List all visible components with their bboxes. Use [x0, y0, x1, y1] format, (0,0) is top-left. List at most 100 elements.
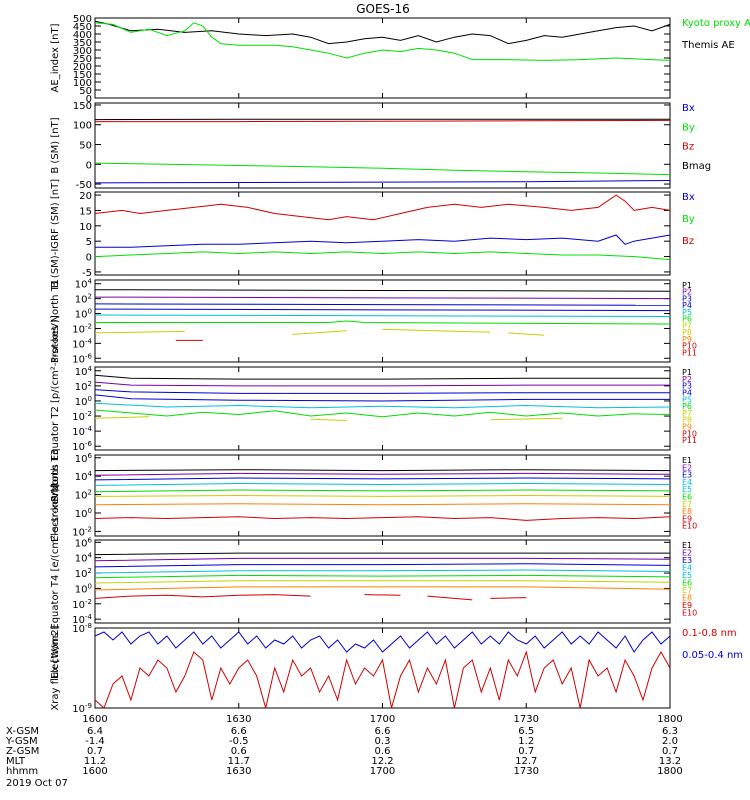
time-tick-label: 1800	[657, 714, 682, 725]
x-row-value: -0.5	[229, 736, 249, 747]
panel-2: -50 0 50 100 150 B (SM) [nT] Bx By Bz Bmag	[50, 101, 711, 191]
series-line	[94, 20, 671, 45]
series-line	[94, 631, 671, 653]
y-tick-label: 0	[86, 253, 92, 264]
series-line	[364, 594, 401, 596]
panel-frame	[94, 279, 671, 363]
y-tick-label: 104	[75, 278, 93, 291]
series-line	[94, 314, 671, 317]
series-line	[490, 417, 563, 421]
y-tick-label: 150	[73, 70, 92, 81]
y-tick-label: 200	[73, 62, 92, 73]
series-line	[94, 296, 671, 300]
y-tick-label: 100	[75, 582, 92, 595]
y-tick-label: 20	[79, 191, 92, 202]
series-line	[94, 557, 671, 562]
x-row-value: 2.0	[662, 736, 678, 747]
legend-entry: P5	[682, 395, 692, 404]
legend-entry: P1	[682, 368, 692, 377]
y-tick-label: 10	[79, 222, 92, 233]
legend-entry: 0.05-0.4 nm	[682, 650, 743, 661]
y-tick-label: 400	[73, 30, 92, 41]
series-line	[94, 482, 671, 486]
panel-6: 106 104 102 100 10-2 Electrons North T3 E1E2E3…	[50, 449, 697, 542]
y-tick-label: 0	[86, 94, 92, 105]
legend-entry: E5	[682, 571, 692, 580]
y-tick-label: 5	[86, 237, 92, 248]
panel-frame	[94, 102, 671, 189]
x-row-value: -1.4	[85, 736, 105, 747]
series-line	[94, 22, 671, 61]
legend-entry: P10	[682, 342, 697, 351]
y-tick-label: 100	[73, 121, 92, 132]
y-tick-label: 102	[75, 380, 92, 393]
legend-entry: Bz	[682, 236, 694, 247]
series-line	[94, 503, 671, 506]
x-row-value: 0.7	[518, 746, 534, 757]
y-tick-label: 102	[75, 567, 92, 580]
series-line	[94, 469, 671, 472]
date-label: 2019 Oct 07	[6, 778, 68, 789]
legend-entry: P4	[682, 301, 692, 310]
series-line	[94, 477, 671, 481]
series-line	[94, 394, 670, 402]
series-line	[94, 381, 670, 387]
legend-entry: E9	[682, 514, 692, 523]
legend-entry: P10	[682, 429, 697, 438]
series-line	[94, 489, 671, 493]
legend-entry: P2	[682, 288, 692, 297]
y-tick-label: 10-4	[72, 337, 92, 350]
y-tick-label: 100	[75, 507, 92, 520]
y-tick-label: 10-9	[72, 702, 92, 715]
x-row-value: 0.7	[662, 746, 678, 757]
y-axis-label: AE_index [nT]	[50, 23, 61, 92]
legend-entry: E9	[682, 601, 692, 610]
y-tick-label: 10-6	[72, 352, 92, 365]
series-line	[310, 418, 347, 422]
y-tick-label: 104	[75, 470, 93, 483]
series-line	[94, 251, 671, 261]
legend-entry: Bx	[682, 192, 695, 203]
series-line	[94, 516, 671, 521]
legend-entry: E1	[682, 541, 692, 550]
panel-frame	[94, 627, 671, 709]
legend-entry: P3	[682, 294, 692, 303]
y-tick-label: 100	[73, 78, 92, 89]
y-tick-label: 15	[79, 206, 92, 217]
panel-7: 106 104 102 100 10-2 10-4 Electrons Equator T4…	[50, 484, 697, 679]
series-line	[427, 595, 473, 601]
y-tick-label: 106	[75, 452, 93, 465]
series-line	[94, 594, 311, 599]
y-axis-label: Xray flux [W/m2]	[50, 625, 61, 710]
legend-entry: By	[682, 122, 695, 133]
y-tick-label: 10-6	[72, 440, 92, 453]
series-line	[94, 552, 670, 556]
series-line	[508, 332, 545, 336]
y-tick-label: 10-4	[72, 613, 92, 626]
legend-entry: P6	[682, 315, 692, 324]
x-row-label: X-GSM	[6, 726, 39, 737]
y-tick-label: 150	[73, 101, 92, 112]
legend-entry: P9	[682, 423, 692, 432]
legend-entry: P7	[682, 409, 692, 418]
legend-entry: P5	[682, 308, 692, 317]
legend-entry: E2	[682, 549, 692, 558]
y-tick-label: -50	[76, 180, 92, 191]
legend-entry: E4	[682, 478, 692, 487]
x-row-value: 1730	[514, 766, 539, 777]
legend-entry: P11	[682, 348, 697, 357]
panel-frame	[94, 17, 671, 99]
legend-entry: E3	[682, 471, 692, 480]
panel-frame	[94, 191, 671, 276]
series-line	[94, 402, 671, 409]
x-row-value: 6.6	[375, 726, 391, 737]
y-tick-label: 500	[73, 14, 92, 25]
y-axis-label: Protons Equator T2 [p/(cm²-s-sr-keV)]	[50, 315, 61, 502]
legend-entry: E4	[682, 564, 692, 573]
series-line	[94, 574, 671, 579]
series-line	[292, 330, 347, 335]
series-line	[94, 180, 671, 184]
x-row-value: 0.6	[231, 746, 247, 757]
